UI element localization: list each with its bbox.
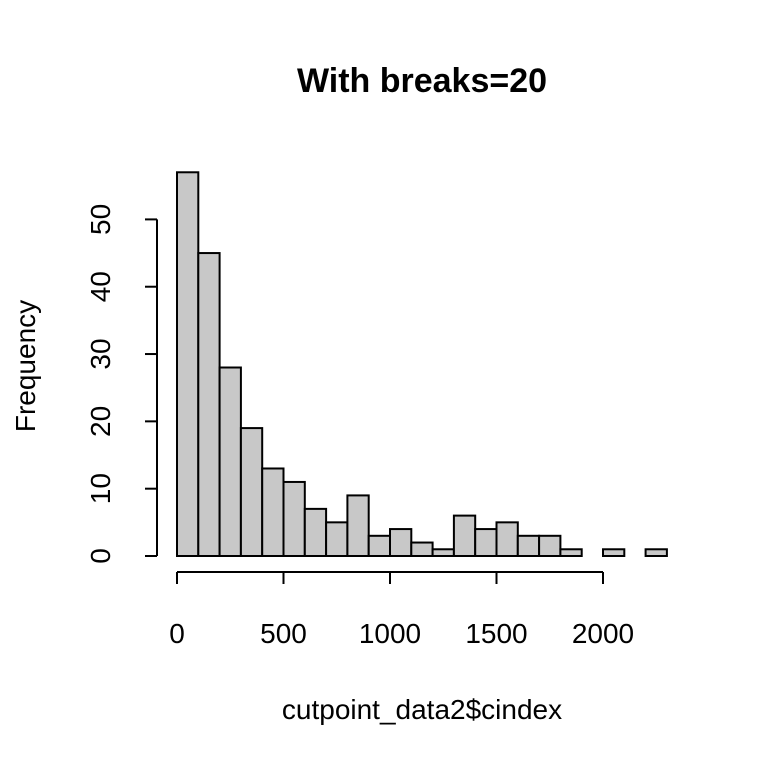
histogram-bar-7 [325, 521, 349, 558]
y-tick-label-40: 40 [85, 271, 116, 302]
y-axis: 0 10 20 30 40 50 [85, 204, 158, 564]
chart-title: With breaks=20 [297, 62, 547, 100]
histogram-bar-9 [367, 534, 392, 558]
histogram-bar-20 [602, 548, 626, 558]
histogram-bar-15 [495, 521, 519, 558]
histogram-bar-3 [239, 427, 264, 558]
x-tick-label-1500: 1500 [465, 618, 527, 649]
x-tick-label-0: 0 [169, 618, 185, 649]
x-tick-label-2000: 2000 [572, 618, 634, 649]
x-tick-label-1000: 1000 [359, 618, 421, 649]
histogram-bar-14 [474, 528, 498, 558]
histogram-bar-11 [410, 541, 434, 558]
y-tick-label-50: 50 [85, 204, 116, 235]
histogram-bar-22 [644, 548, 668, 558]
histogram-bar-13 [452, 514, 477, 557]
x-axis: 0 500 1000 1500 2000 [169, 571, 634, 649]
histogram-bar-4 [261, 467, 285, 558]
y-tick-label-10: 10 [85, 473, 116, 504]
histogram-bar-5 [282, 480, 306, 557]
x-axis-label: cutpoint_data2$cindex [282, 694, 562, 725]
y-axis-label: Frequency [10, 300, 41, 432]
histogram-bar-1 [197, 252, 221, 557]
histogram-bar-16 [516, 534, 541, 558]
x-tick-label-500: 500 [260, 618, 307, 649]
histogram-bar-8 [346, 494, 370, 557]
histogram-bar-18 [559, 548, 583, 558]
y-tick-label-0: 0 [85, 548, 116, 564]
histogram-bar-0 [176, 171, 200, 557]
histogram-bar-12 [431, 548, 455, 558]
histogram-bar-2 [218, 366, 242, 557]
y-tick-label-20: 20 [85, 406, 116, 437]
bars-group [176, 171, 668, 558]
y-tick-label-30: 30 [85, 338, 116, 369]
histogram-bar-10 [389, 528, 413, 558]
histogram-bar-17 [538, 534, 562, 558]
histogram-bar-6 [303, 507, 328, 558]
